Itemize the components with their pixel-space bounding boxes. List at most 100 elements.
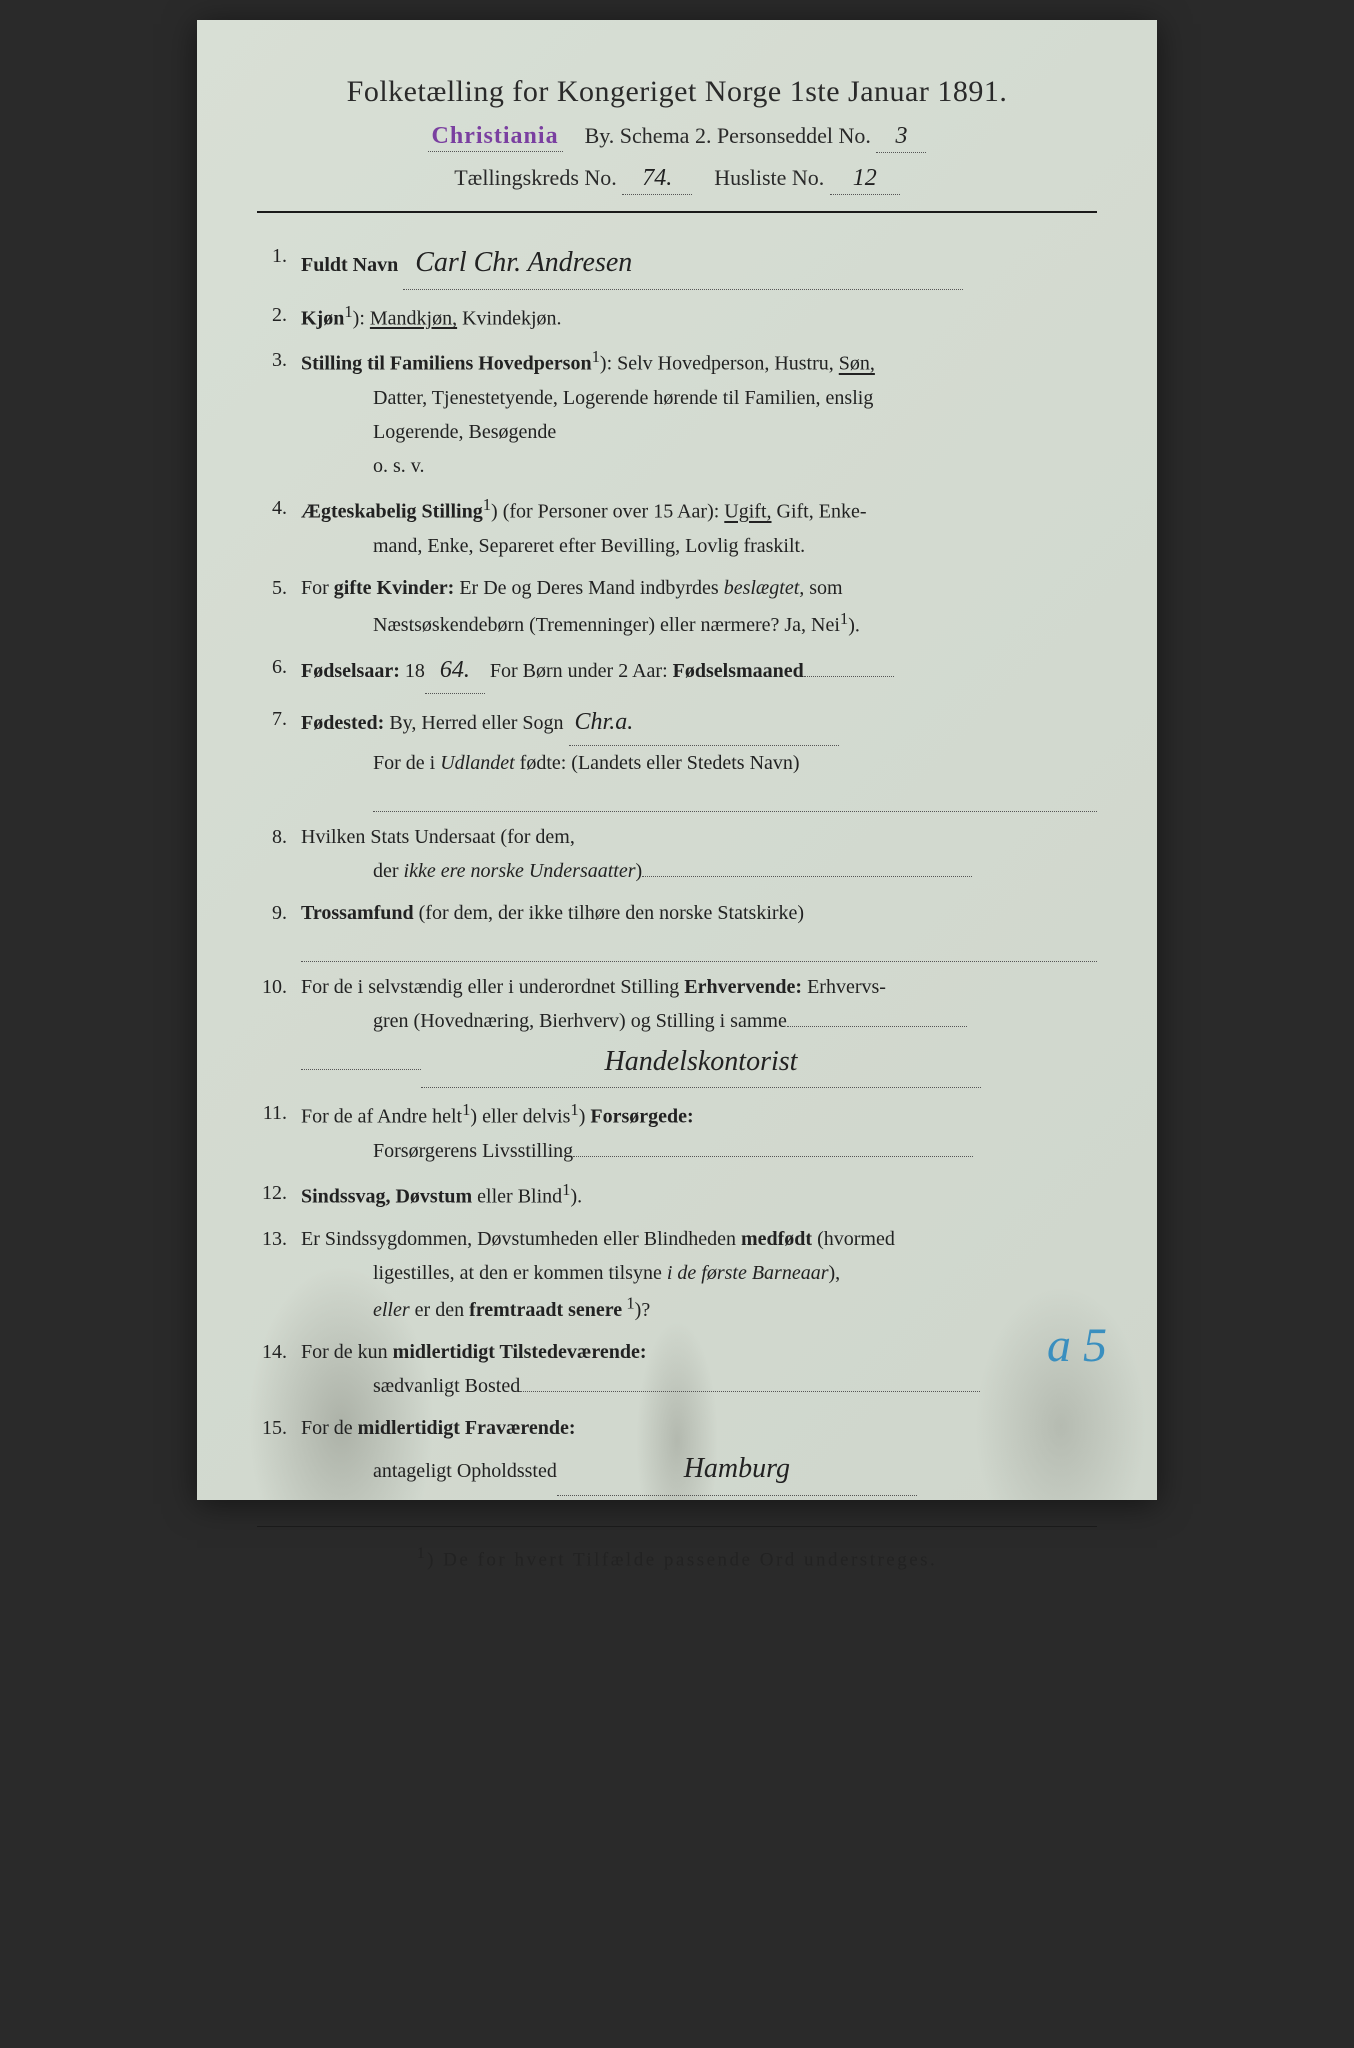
- taellingskreds-label: Tællingskreds No.: [454, 165, 617, 190]
- divider-bottom: [257, 1526, 1097, 1527]
- item-11-l2: Forsørgerens Livsstilling: [301, 1140, 573, 1162]
- personseddel-no: 3: [876, 123, 926, 153]
- item-4-sup: 1: [483, 495, 491, 514]
- item-14: 14. For de kun midlertidigt Tilstedevære…: [257, 1335, 1097, 1403]
- divider-top: [257, 211, 1097, 213]
- item-3: 3. Stilling til Familiens Hovedperson1):…: [257, 343, 1097, 483]
- item-5-l1c: som: [804, 577, 842, 599]
- item-2-textb: Kvindekjøn.: [457, 307, 561, 329]
- item-3-l4: o. s. v.: [301, 455, 424, 477]
- item-10-l1a: For de i selvstændig eller i underordnet…: [301, 976, 684, 998]
- item-9-label: Trossamfund: [301, 902, 414, 924]
- item-4-num: 4.: [257, 491, 301, 525]
- item-7-l2b: fødte: (Landets eller Stedets Navn): [515, 752, 800, 774]
- item-7-l2a: For de i: [301, 752, 440, 774]
- item-5-l2a: Næstsøskendebørn (Tremenninger) eller næ…: [301, 614, 840, 636]
- item-11-bold: Forsørgede:: [590, 1106, 693, 1128]
- item-7-num: 7.: [257, 702, 301, 736]
- item-3-l2: Datter, Tjenestetyende, Logerende hørend…: [301, 387, 873, 409]
- footnote-sup: 1: [417, 1545, 427, 1562]
- header-line2: Christiania By. Schema 2. Personseddel N…: [257, 123, 1097, 153]
- item-3-l3: Logerende, Besøgende: [301, 421, 556, 443]
- item-12: 12. Sindssvag, Døvstum eller Blind1).: [257, 1176, 1097, 1214]
- item-6-label: Fødselsaar:: [301, 660, 400, 682]
- item-4-l2: mand, Enke, Separeret efter Bevilling, L…: [301, 535, 805, 557]
- item-1-label: Fuldt Navn: [301, 254, 398, 276]
- item-7: 7. Fødested: By, Herred eller Sogn Chr.a…: [257, 702, 1097, 812]
- item-10-blank2: [301, 1067, 421, 1070]
- item-15-l1a: For de: [301, 1417, 358, 1439]
- item-13-l2a: ligestilles, at den er kommen tilsyne: [301, 1262, 667, 1284]
- census-form-page: Folketælling for Kongeriget Norge 1ste J…: [197, 20, 1157, 1500]
- item-13-l3b: )?: [635, 1299, 651, 1321]
- item-8-l1: Hvilken Stats Undersaat (for dem,: [301, 826, 575, 848]
- occupation-value: Handelskontorist: [421, 1038, 981, 1089]
- item-5-l2b: ).: [848, 614, 860, 636]
- item-4-underlined: Ugift,: [724, 501, 771, 523]
- husliste-label: Husliste No.: [714, 165, 824, 190]
- item-13-num: 13.: [257, 1222, 301, 1256]
- item-7-l1: By, Herred eller Sogn: [384, 712, 568, 734]
- item-13-l1: Er Sindssygdommen, Døvstumheden eller Bl…: [301, 1228, 741, 1250]
- item-13-l3it: er den: [410, 1299, 469, 1321]
- city-stamp: Christiania: [428, 123, 563, 152]
- residence-value: Hamburg: [557, 1445, 917, 1496]
- item-12-tail: ).: [570, 1186, 582, 1208]
- item-7-label: Fødested:: [301, 712, 384, 734]
- footnote: 1) De for hvert Tilfælde passende Ord un…: [257, 1545, 1097, 1571]
- item-6-mid: For Børn under 2 Aar:: [485, 660, 673, 682]
- item-2-underlined: Mandkjøn,: [370, 307, 457, 329]
- schema-label: By. Schema 2. Personseddel No.: [585, 123, 871, 148]
- item-3-label: Stilling til Familiens Hovedperson: [301, 353, 592, 375]
- item-4-l1a: ) (for Personer over 15 Aar):: [491, 501, 724, 523]
- item-15-l2: antageligt Opholdssted: [301, 1460, 557, 1482]
- item-15: 15. For de midlertidigt Fraværende: anta…: [257, 1411, 1097, 1496]
- birth-year-value: 64.: [425, 650, 485, 694]
- full-name-value: Carl Chr. Andresen: [403, 239, 963, 290]
- item-14-l2: sædvanligt Bosted: [301, 1375, 520, 1397]
- item-14-num: 14.: [257, 1335, 301, 1369]
- item-14-blank: [520, 1389, 980, 1392]
- item-11-l1a: For de af Andre helt: [301, 1106, 462, 1128]
- birthplace-value: Chr.a.: [569, 702, 839, 746]
- item-10-blank1: [787, 1024, 967, 1027]
- item-2-num: 2.: [257, 298, 301, 332]
- item-2: 2. Kjøn1): Mandkjøn, Kvindekjøn.: [257, 298, 1097, 336]
- item-4: 4. Ægteskabelig Stilling1) (for Personer…: [257, 491, 1097, 563]
- item-3-num: 3.: [257, 343, 301, 377]
- item-9-blank-line: [301, 934, 1097, 962]
- item-3-sup: 1: [592, 347, 600, 366]
- item-8-num: 8.: [257, 820, 301, 854]
- item-1: 1. Fuldt Navn Carl Chr. Andresen: [257, 239, 1097, 290]
- item-5-sup: 1: [840, 609, 848, 628]
- item-11: 11. For de af Andre helt1) eller delvis1…: [257, 1096, 1097, 1168]
- item-13-sup: 1: [622, 1294, 635, 1313]
- husliste-no: 12: [830, 165, 900, 195]
- item-2-texta: ):: [353, 307, 370, 329]
- item-5-l1b: Er De og Deres Mand indbyrdes: [454, 577, 723, 599]
- item-5-pre: For: [301, 577, 334, 599]
- item-14-bold: midlertidigt Tilstedeværende:: [393, 1341, 647, 1363]
- item-4-label: Ægteskabelig Stilling: [301, 501, 483, 523]
- item-8-blank: [642, 874, 972, 877]
- item-2-label: Kjøn: [301, 307, 344, 329]
- item-3-l1a: ): Selv Hovedperson, Hustru,: [600, 353, 839, 375]
- item-8: 8. Hvilken Stats Undersaat (for dem, der…: [257, 820, 1097, 888]
- item-13-l3a: eller: [373, 1299, 410, 1321]
- item-13-bold2: fremtraadt senere: [469, 1299, 622, 1321]
- item-8-l2b: ): [636, 860, 643, 882]
- header-line3: Tællingskreds No. 74. Husliste No. 12: [257, 165, 1097, 195]
- item-10-l2: gren (Hovednæring, Bierhverv) og Stillin…: [301, 1010, 787, 1032]
- item-15-num: 15.: [257, 1411, 301, 1445]
- item-9: 9. Trossamfund (for dem, der ikke tilhør…: [257, 896, 1097, 962]
- item-5-num: 5.: [257, 571, 301, 605]
- item-13: 13. Er Sindssygdommen, Døvstumheden elle…: [257, 1222, 1097, 1328]
- item-6: 6. Fødselsaar: 1864. For Børn under 2 Aa…: [257, 650, 1097, 694]
- item-13-l1b: (hvormed: [812, 1228, 895, 1250]
- item-11-blank: [573, 1154, 973, 1157]
- item-12-text: eller Blind: [472, 1186, 562, 1208]
- item-13-bold1: medfødt: [741, 1228, 812, 1250]
- item-8-italic: ikke ere norske Undersaatter: [404, 860, 636, 882]
- item-5-label: gifte Kvinder:: [334, 577, 455, 599]
- item-10-l1b: Erhvervs-: [802, 976, 886, 998]
